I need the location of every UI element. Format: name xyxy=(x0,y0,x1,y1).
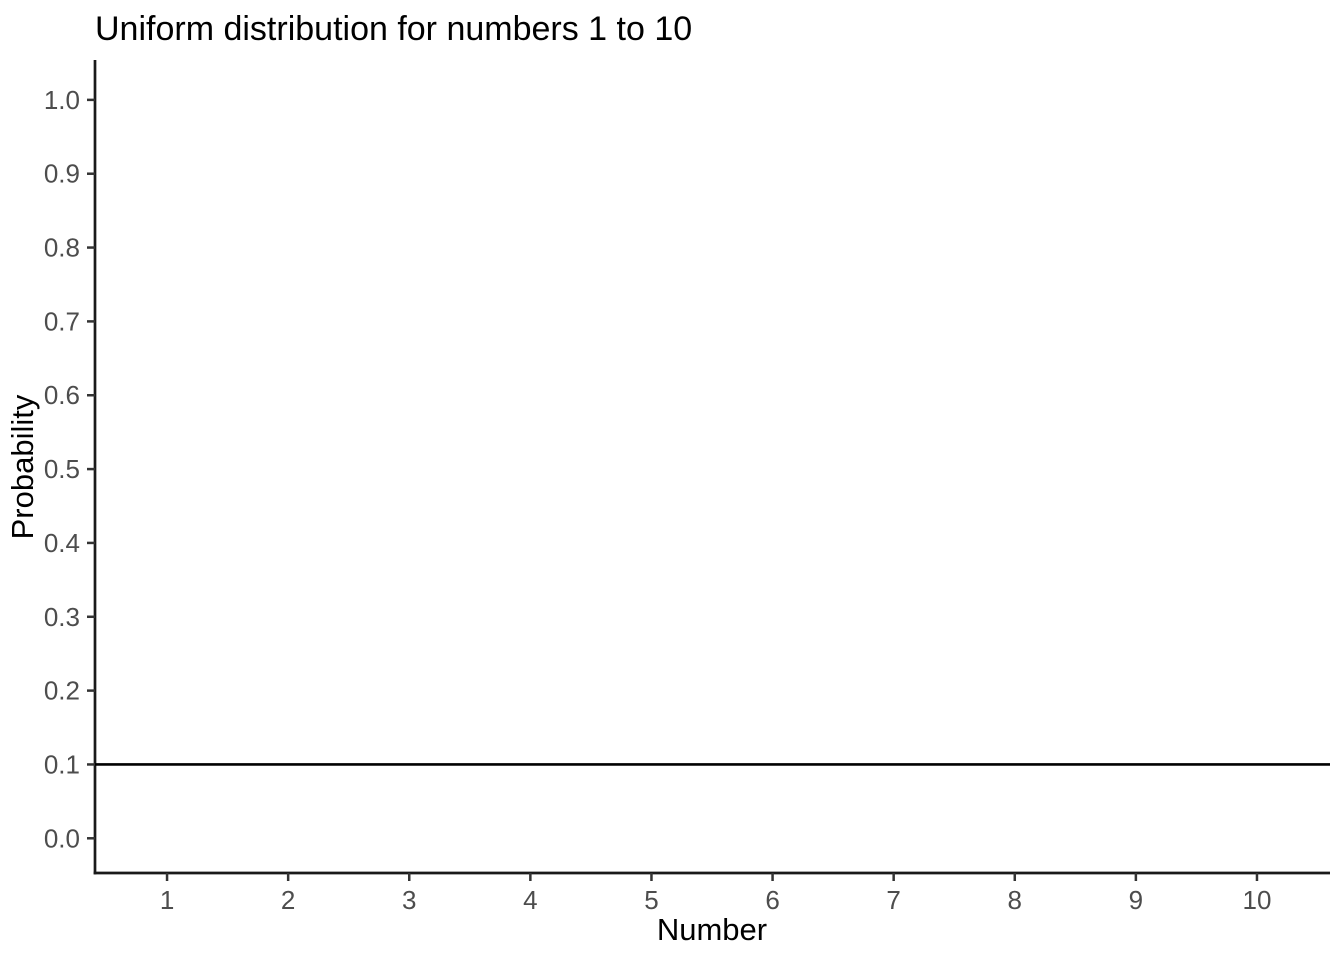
x-tick-label: 6 xyxy=(765,885,779,915)
axes: 1 2 3 4 5 6 7 8 9 10 0.0 0.1 0.2 0.3 0.4 0.5 0.6 0.7 0.8 0.… xyxy=(44,60,1330,915)
x-tick-label: 2 xyxy=(281,885,295,915)
x-tick-label: 7 xyxy=(886,885,900,915)
y-tick-label: 0.6 xyxy=(44,380,80,410)
chart-title: Uniform distribution for numbers 1 to 10 xyxy=(95,10,692,48)
y-tick-label: 0.0 xyxy=(44,823,80,853)
y-tick-label: 0.7 xyxy=(44,306,80,336)
y-tick-label: 0.8 xyxy=(44,233,80,263)
y-tick-label: 0.3 xyxy=(44,602,80,632)
y-tick-label: 0.9 xyxy=(44,159,80,189)
x-axis-title: Number xyxy=(657,912,767,947)
x-tick-label: 5 xyxy=(644,885,658,915)
y-axis-title: Probability xyxy=(5,394,40,539)
x-tick-label: 9 xyxy=(1129,885,1143,915)
x-tick-label: 8 xyxy=(1008,885,1022,915)
y-tick-label: 0.4 xyxy=(44,528,80,558)
y-tick-label: 0.1 xyxy=(44,749,80,779)
y-tick-label: 0.2 xyxy=(44,676,80,706)
y-tick-label: 1.0 xyxy=(44,85,80,115)
x-tick-label: 4 xyxy=(523,885,537,915)
x-tick-label: 1 xyxy=(160,885,174,915)
x-tick-label: 10 xyxy=(1243,885,1272,915)
y-tick-label: 0.5 xyxy=(44,454,80,484)
x-tick-label: 3 xyxy=(402,885,416,915)
